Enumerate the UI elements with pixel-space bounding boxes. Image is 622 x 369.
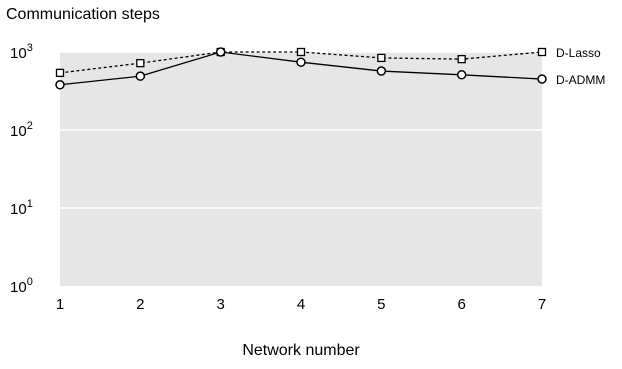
data-point (457, 54, 466, 64)
y-tick-label: 100 (10, 276, 33, 296)
y-tick-label: 101 (10, 198, 33, 218)
series-d-admm (55, 47, 547, 90)
series-label-d-admm: D-ADMM (556, 73, 605, 87)
y-tick-label: 102 (10, 120, 33, 140)
data-point (135, 71, 146, 81)
series-d-lasso (55, 47, 547, 78)
x-axis-label: Network number (242, 342, 360, 359)
x-tick-label: 4 (297, 296, 305, 313)
x-tick-label: 5 (377, 296, 385, 313)
data-point (215, 47, 226, 57)
data-point (537, 74, 547, 84)
x-tick-label: 6 (457, 296, 465, 313)
series-labels: D-Lasso D-ADMM (556, 46, 605, 87)
x-tick-label: 1 (56, 296, 64, 313)
y-tick-label: 103 (10, 42, 33, 62)
x-tick-label: 2 (136, 296, 144, 313)
data-point (55, 80, 65, 90)
data-point (456, 70, 467, 80)
chart-title: Communication steps (6, 6, 160, 23)
data-point (377, 53, 386, 63)
plot-area (60, 52, 542, 286)
data-point (376, 66, 387, 76)
series-label-d-lasso: D-Lasso (556, 46, 601, 60)
y-axis-ticks: 100 101 102 103 (10, 42, 33, 296)
x-tick-label: 3 (216, 296, 224, 313)
x-axis-ticks: 1 2 3 4 5 6 7 (56, 296, 546, 313)
series-layer (55, 47, 547, 90)
data-point (537, 47, 547, 57)
x-tick-label: 7 (538, 296, 546, 313)
data-point (55, 68, 65, 78)
data-point (136, 58, 145, 68)
data-point (296, 47, 306, 57)
data-point (296, 57, 306, 67)
